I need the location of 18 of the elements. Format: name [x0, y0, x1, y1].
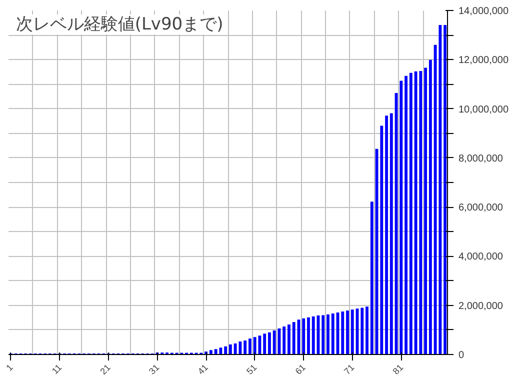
y-tick-label: 10,000,000 — [458, 104, 509, 116]
y-tick-label: 2,000,000 — [458, 300, 504, 312]
x-tick-label: 31 — [147, 362, 162, 376]
y-tick-label: 8,000,000 — [458, 153, 504, 164]
x-tick-label: 61 — [293, 362, 308, 376]
x-tick-label: 71 — [342, 362, 356, 376]
y-tick-label: 0 — [458, 350, 464, 361]
y-tick-label: 6,000,000 — [458, 202, 504, 214]
x-tick-label: 1 — [4, 362, 15, 373]
x-tick-label: 21 — [98, 362, 112, 376]
x-tick-label: 81 — [390, 362, 406, 376]
x-tick-label: 41 — [196, 362, 210, 376]
x-tick-label: 51 — [244, 362, 259, 376]
y-tick-label: 14,000,000 — [458, 6, 509, 17]
chart-title: 次レベル経験値(Lv90まで) — [16, 14, 224, 34]
y-tick-label: 12,000,000 — [458, 55, 509, 66]
y-tick-label: 4,000,000 — [458, 252, 504, 263]
x-tick-label: 11 — [50, 362, 64, 376]
